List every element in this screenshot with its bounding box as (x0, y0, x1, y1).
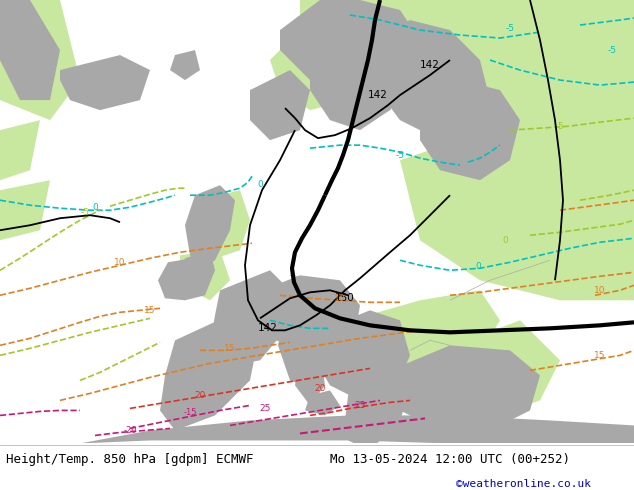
Text: 15: 15 (594, 351, 605, 360)
Text: 10: 10 (114, 258, 126, 267)
Polygon shape (305, 391, 340, 416)
Polygon shape (60, 55, 150, 110)
Polygon shape (300, 0, 440, 90)
Polygon shape (210, 270, 290, 366)
Text: 15: 15 (145, 306, 156, 315)
Text: 0: 0 (475, 262, 481, 271)
Text: 142: 142 (258, 323, 278, 333)
Text: -20: -20 (123, 426, 137, 435)
Polygon shape (170, 50, 200, 80)
Text: -5: -5 (505, 24, 515, 32)
Text: 25: 25 (259, 404, 271, 413)
Text: 0: 0 (502, 236, 508, 245)
Text: 0: 0 (92, 203, 98, 212)
Polygon shape (280, 0, 420, 120)
Polygon shape (340, 290, 500, 391)
Text: 25: 25 (354, 401, 366, 410)
Polygon shape (440, 320, 560, 420)
Text: 142: 142 (420, 60, 440, 70)
Text: -5: -5 (396, 150, 404, 160)
Polygon shape (348, 411, 385, 450)
Polygon shape (0, 120, 40, 180)
Text: ©weatheronline.co.uk: ©weatheronline.co.uk (456, 479, 592, 490)
Text: 15: 15 (224, 344, 236, 353)
Polygon shape (315, 310, 410, 400)
Polygon shape (178, 250, 215, 300)
Polygon shape (420, 80, 520, 180)
Text: -15: -15 (183, 408, 197, 417)
Text: 5: 5 (557, 122, 563, 131)
Polygon shape (310, 30, 400, 130)
Polygon shape (190, 190, 250, 260)
Polygon shape (270, 20, 360, 110)
Text: 142: 142 (368, 90, 388, 100)
Polygon shape (370, 20, 490, 140)
Polygon shape (278, 295, 340, 391)
Polygon shape (158, 258, 198, 300)
Polygon shape (440, 50, 634, 220)
Text: 10: 10 (334, 294, 346, 303)
Polygon shape (80, 416, 634, 443)
Text: 20: 20 (314, 384, 326, 393)
Text: 0: 0 (257, 180, 263, 189)
Text: 10: 10 (594, 286, 605, 295)
Polygon shape (345, 366, 410, 436)
Text: 20: 20 (194, 391, 205, 400)
Polygon shape (385, 345, 540, 430)
Polygon shape (0, 180, 50, 240)
Polygon shape (380, 0, 634, 200)
Polygon shape (160, 310, 260, 430)
Text: Height/Temp. 850 hPa [gdpm] ECMWF: Height/Temp. 850 hPa [gdpm] ECMWF (6, 453, 254, 466)
Polygon shape (0, 0, 60, 100)
Text: -5: -5 (81, 208, 89, 217)
Polygon shape (400, 120, 634, 300)
Polygon shape (180, 250, 230, 300)
Text: Mo 13-05-2024 12:00 UTC (00+252): Mo 13-05-2024 12:00 UTC (00+252) (330, 453, 570, 466)
Polygon shape (185, 185, 235, 270)
Text: -5: -5 (607, 46, 616, 54)
Polygon shape (250, 275, 360, 350)
Polygon shape (295, 350, 325, 405)
Text: 150: 150 (335, 294, 355, 303)
Polygon shape (250, 70, 310, 140)
Polygon shape (0, 0, 80, 120)
